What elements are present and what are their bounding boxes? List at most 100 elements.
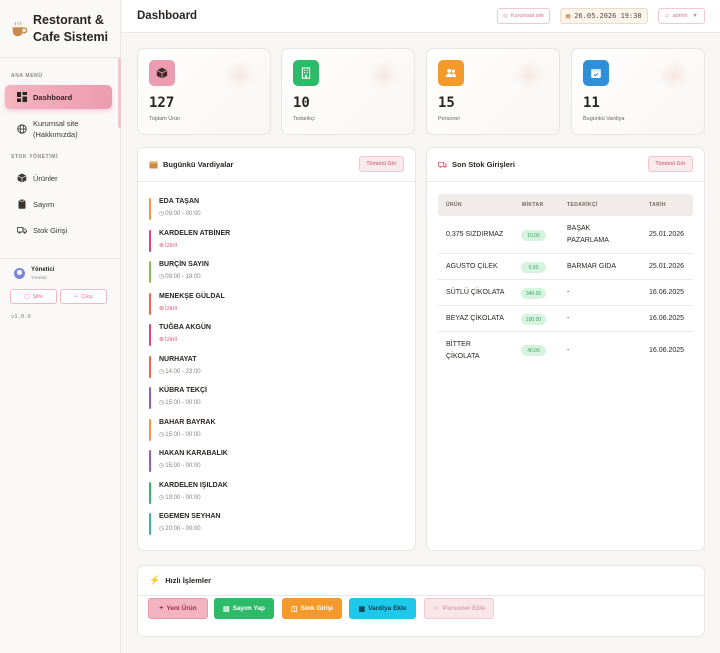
shift-time-text: 14:00 - 23:00 [165, 368, 201, 375]
shift-staff-name: BAHAR BAYRAK [159, 418, 216, 426]
shift-item[interactable]: EGEMEN SEYHAN ◷20:00 - 00:00 [149, 513, 399, 535]
count-button[interactable]: ▤ Sayım Yap [214, 598, 274, 619]
shift-time: ◷09:00 - 18:00 [159, 273, 201, 280]
cell-date: 16.06.2025 [649, 347, 685, 354]
section-main-menu: ANA MENÜ [11, 73, 43, 79]
stat-value: 15 [438, 95, 455, 111]
shift-item[interactable]: KARDELEN IŞILDAK ◷19:00 - 00:00 [149, 481, 399, 504]
view-all-stock-button[interactable]: Tümünü Gör [648, 156, 693, 172]
shift-item[interactable]: EDA TAŞAN ◷09:00 - 00:00 [149, 198, 399, 220]
truck-icon [17, 227, 27, 234]
cell-product-line2: ÇİKOLATA [446, 353, 480, 360]
table-row[interactable]: BEYAZ ÇİKOLATA 100.00 - 16.06.2025 [438, 306, 693, 332]
logout-button[interactable]: ⇨ Çıkış [60, 289, 107, 304]
panel-header: ⚡ Hızlı İşlemler [138, 566, 704, 596]
shift-item[interactable]: BURÇİN SAYIN ◷09:00 - 18:00 [149, 261, 399, 283]
shift-time: ◷15:00 - 00:00 [159, 399, 201, 406]
box-icon [17, 173, 27, 183]
button-label: Yeni Ürün [166, 605, 197, 612]
lightning-icon: ⚡ [149, 575, 161, 585]
button-label: Vardiya Ekle [368, 605, 407, 612]
user-menu-dropdown[interactable]: ☺ admin ▼ [658, 8, 705, 24]
shift-item[interactable]: TUĞBA AKGÜN ⊗İzinli [149, 324, 399, 346]
stat-card-today-shifts[interactable]: 11 Bugünkü Vardiya [571, 48, 705, 135]
shift-time-text: 15:00 - 00:00 [165, 431, 201, 438]
button-label: Sayım Yap [232, 605, 266, 612]
sidebar-item-products[interactable]: Ürünler [5, 170, 112, 186]
column-header-supplier: TEDARİKÇİ [567, 202, 598, 208]
sidebar-item-dashboard[interactable]: Dashboard [5, 85, 112, 109]
button-label: Stok Girişi [300, 605, 334, 612]
table-row[interactable]: AGUSTO ÇİLEK 5.00 BARMAR GIDA 25.01.2026 [438, 254, 693, 280]
shift-color-bar [149, 481, 151, 504]
shift-time-text: 09:00 - 00:00 [165, 211, 201, 217]
truck-icon: ◫ [290, 605, 298, 613]
table-row[interactable]: SÜTLÜ ÇİKOLATA 340.00 - 16.06.2025 [438, 280, 693, 306]
clock-icon: ◷ [159, 431, 165, 438]
shift-time-text: 19:00 - 00:00 [165, 494, 201, 501]
brand[interactable]: Restorant & Cafe Sistemi [0, 0, 120, 58]
view-all-shifts-button[interactable]: Tümünü Gör [359, 156, 404, 172]
sidebar-item-count[interactable]: Sayım [5, 196, 112, 212]
stat-label: Toplam Ürün [149, 116, 181, 122]
page-title: Dashboard [137, 10, 198, 22]
add-staff-button[interactable]: ☺ Personel Ekle [424, 598, 494, 619]
avatar [14, 268, 25, 279]
cell-supplier: - [567, 289, 570, 296]
cell-product: SÜTLÜ ÇİKOLATA [446, 289, 505, 296]
datetime-display: ▦ 26.05.2026 19:38 [560, 8, 648, 24]
shift-item[interactable]: NURHAYAT ◷14:00 - 23:00 [149, 355, 399, 378]
stat-card-products[interactable]: 127 Toplam Ürün [137, 48, 271, 135]
shift-color-bar [149, 355, 151, 378]
add-shift-button[interactable]: ▦ Vardiya Ekle [349, 598, 416, 619]
table-header: ÜRÜN MİKTAR TEDARİKÇİ TARİH [438, 194, 693, 216]
user-icon: ☺ [664, 13, 670, 19]
shift-staff-name: KÜBRA TEKÇİ [159, 387, 207, 394]
cell-supplier-line2: PAZARLAMA [567, 237, 609, 244]
plus-icon: + [159, 605, 164, 612]
globe-icon [17, 124, 27, 134]
column-header-product: ÜRÜN [446, 202, 463, 208]
shift-time: ◷19:00 - 00:00 [159, 494, 201, 501]
cell-product: 0,375 SIZDIRMAZ [446, 231, 504, 238]
table-row[interactable]: BİTTER ÇİKOLATA 40.00 - 16.06.2025 [438, 332, 693, 370]
decorative-glow [658, 59, 690, 91]
stat-card-suppliers[interactable]: 10 Tedarikçi [281, 48, 415, 135]
quantity-badge: 340.00 [521, 288, 546, 299]
shift-time: ◷09:00 - 00:00 [159, 210, 201, 217]
corporate-site-link[interactable]: ◎ Kurumsal site [497, 8, 551, 24]
globe-icon: ◎ [503, 13, 508, 19]
building-icon [293, 60, 319, 86]
box-icon [149, 60, 175, 86]
shift-staff-name: EDA TAŞAN [159, 198, 200, 205]
shift-item[interactable]: HAKAN KARABALIK ◷15:00 - 00:00 [149, 450, 399, 472]
shift-time-text: İzinli [165, 305, 178, 312]
clipboard-icon: ▤ [222, 605, 230, 613]
cell-product-line1: BİTTER [446, 341, 471, 348]
table-row[interactable]: 0,375 SIZDIRMAZ 10.00 BAŞAK PAZARLAMA 25.… [438, 216, 693, 254]
shift-item[interactable]: KÜBRA TEKÇİ ◷15:00 - 00:00 [149, 387, 399, 409]
sidebar-item-label: Dashboard [33, 92, 73, 102]
shift-color-bar [149, 261, 151, 283]
cell-supplier-line1: BAŞAK [567, 225, 591, 232]
sidebar-item-corporate-site[interactable]: Kurumsal site (Hakkımızda) [5, 116, 112, 142]
calendar-icon [583, 60, 609, 86]
cell-date: 16.06.2025 [649, 315, 685, 322]
shift-item[interactable]: KARDELEN ATBİNER ⊗İzinli [149, 229, 399, 252]
stat-card-staff[interactable]: 15 Personel [426, 48, 560, 135]
today-shifts-panel: Bugünkü Vardiyalar Tümünü Gör EDA TAŞAN ◷… [137, 147, 416, 551]
stock-entry-button[interactable]: ◫ Stok Girişi [282, 598, 342, 619]
cancel-circle-icon: ⊗ [159, 305, 165, 312]
stat-value: 10 [293, 95, 310, 111]
button-label: Personel Ekle [442, 605, 486, 612]
change-password-button[interactable]: ◯ Şifre [10, 289, 57, 304]
cell-product: BİTTER ÇİKOLATA [446, 339, 480, 363]
sidebar-item-stock-entry[interactable]: Stok Girişi [5, 222, 112, 238]
new-product-button[interactable]: + Yeni Ürün [148, 598, 208, 619]
sidebar-scrollbar[interactable] [118, 58, 121, 128]
shift-item[interactable]: BAHAR BAYRAK ◷15:00 - 00:00 [149, 418, 399, 441]
quantity-badge: 40.00 [521, 345, 546, 356]
sidebar-item-label: Sayım [33, 199, 55, 209]
stat-label: Personel [438, 116, 460, 122]
shift-item[interactable]: MENEKŞE GÜLDAL ⊗İzinli [149, 292, 399, 315]
